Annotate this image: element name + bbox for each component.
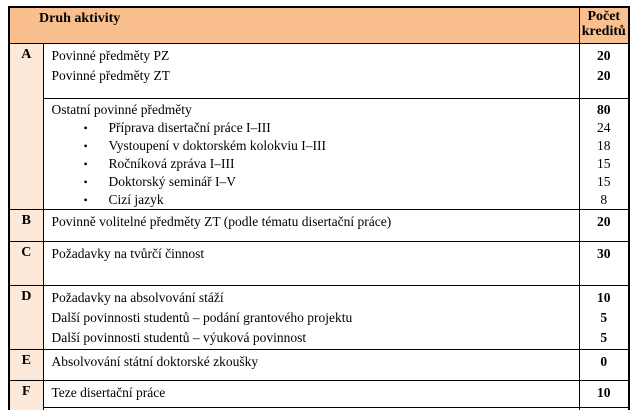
credit-value: 20 [597, 48, 611, 63]
section-letter-f: F [8, 380, 44, 410]
credit-value: 0 [600, 354, 608, 369]
activity-cell: Požadavky na tvůrčí činnost [42, 241, 580, 286]
activity-credits-table: Druh aktivity Počet kreditů A Povinné př… [8, 6, 631, 410]
activity-line: Absolvování státní doktorské zkoušky [51, 354, 259, 369]
activity-cell: Ostatní povinné předměty • Příprava diser… [42, 98, 580, 210]
activity-cell: Povinně volitelné předměty ZT (podle tém… [42, 209, 580, 242]
activity-line: Požadavky na absolvování stáží [51, 290, 224, 305]
bullet-icon: • [83, 139, 88, 153]
table-header-row: Druh aktivity Počet kreditů [8, 6, 630, 44]
section-letter-e: E [8, 349, 44, 381]
credit-value: 20 [597, 214, 611, 229]
activity-line: Teze disertační práce [51, 385, 166, 400]
credit-value: 15 [597, 174, 611, 189]
activity-line: Povinné předměty ZT [51, 68, 170, 83]
credit-value: 5 [600, 310, 608, 325]
activity-cell: Absolvování státní doktorské zkoušky [42, 349, 580, 381]
column-header-credits: Počet kreditů [578, 6, 630, 44]
table-row-a-mandatory: A Povinné předměty PZ Povinné předměty Z… [8, 43, 630, 210]
bullet-icon: • [83, 121, 88, 135]
credit-value: 24 [597, 120, 611, 135]
credits-cell: 30 [578, 241, 630, 286]
bullet-item-label: Příprava disertační práce I–III [108, 120, 271, 135]
activity-cell: Obhajoba disertační práce [42, 407, 580, 410]
section-letter-a: A [8, 43, 44, 210]
table-row-b: B Povinně volitelné předměty ZT (podle t… [8, 209, 630, 242]
credits-cell: 40 [578, 407, 630, 410]
activity-cell: Teze disertační práce [42, 380, 580, 408]
activity-bullet-line: • Příprava disertační práce I–III [52, 119, 575, 137]
credit-value: 10 [597, 290, 611, 305]
credits-cell: 20 [578, 209, 630, 242]
credits-cell: 80 24 18 15 15 8 [578, 98, 630, 210]
activity-line: Ostatní povinné předměty [51, 102, 192, 117]
activity-bullet-line: • Doktorský seminář I–V [52, 173, 575, 191]
section-letter-b: B [8, 209, 44, 242]
table-row-a-other-mandatory: Ostatní povinné předměty • Příprava diser… [9, 98, 630, 210]
activity-line: Další povinnosti studentů – podání grant… [51, 310, 353, 325]
bullet-icon: • [83, 157, 88, 171]
bullet-item-label: Ročníková zpráva I–III [108, 156, 235, 171]
bullet-item-label: Doktorský seminář I–V [108, 174, 236, 189]
credit-value: 18 [597, 138, 611, 153]
bullet-icon: • [83, 175, 88, 189]
credit-value: 20 [597, 68, 611, 83]
activity-line: Další povinnosti studentů – výuková povi… [51, 330, 307, 345]
credit-value: 10 [597, 385, 611, 400]
credit-value: 5 [600, 330, 608, 345]
credit-value: 8 [600, 192, 608, 207]
credit-value: 80 [597, 102, 611, 117]
table-row-f-thesis: F Teze disertační práce 10 [8, 380, 630, 410]
activity-bullet-line: • Cizí jazyk [52, 191, 575, 209]
activity-cell: Požadavky na absolvování stáží Další pov… [42, 285, 580, 350]
activity-bullet-line: • Ročníková zpráva I–III [52, 155, 575, 173]
table-row-c: C Požadavky na tvůrčí činnost 30 [8, 241, 630, 286]
activity-line: Povinné předměty PZ [51, 48, 170, 63]
credit-value: 30 [597, 246, 611, 261]
activity-cell: Povinné předměty PZ Povinné předměty ZT [42, 43, 580, 99]
bullet-item-label: Vystoupení v doktorském kolokviu I–III [108, 138, 326, 153]
credit-value: 15 [597, 156, 611, 171]
bullet-item-label: Cizí jazyk [108, 192, 164, 207]
table-row-f-defense: Obhajoba disertační práce 40 [9, 407, 630, 410]
credits-cell: 10 [578, 380, 630, 408]
bullet-icon: • [83, 193, 88, 207]
activity-bullet-line: • Vystoupení v doktorském kolokviu I–III [52, 137, 575, 155]
activity-line: Požadavky na tvůrčí činnost [51, 246, 205, 261]
table-row-e: E Absolvování státní doktorské zkoušky 0 [8, 349, 630, 381]
credits-cell: 0 [578, 349, 630, 381]
activity-line: Povinně volitelné předměty ZT (podle tém… [51, 214, 392, 229]
section-letter-c: C [8, 241, 44, 286]
credits-cell: 20 20 [578, 43, 630, 99]
table-row-d: D Požadavky na absolvování stáží Další p… [8, 285, 630, 350]
section-letter-d: D [8, 285, 44, 350]
credits-cell: 10 5 5 [578, 285, 630, 350]
column-header-activity: Druh aktivity [8, 6, 580, 44]
